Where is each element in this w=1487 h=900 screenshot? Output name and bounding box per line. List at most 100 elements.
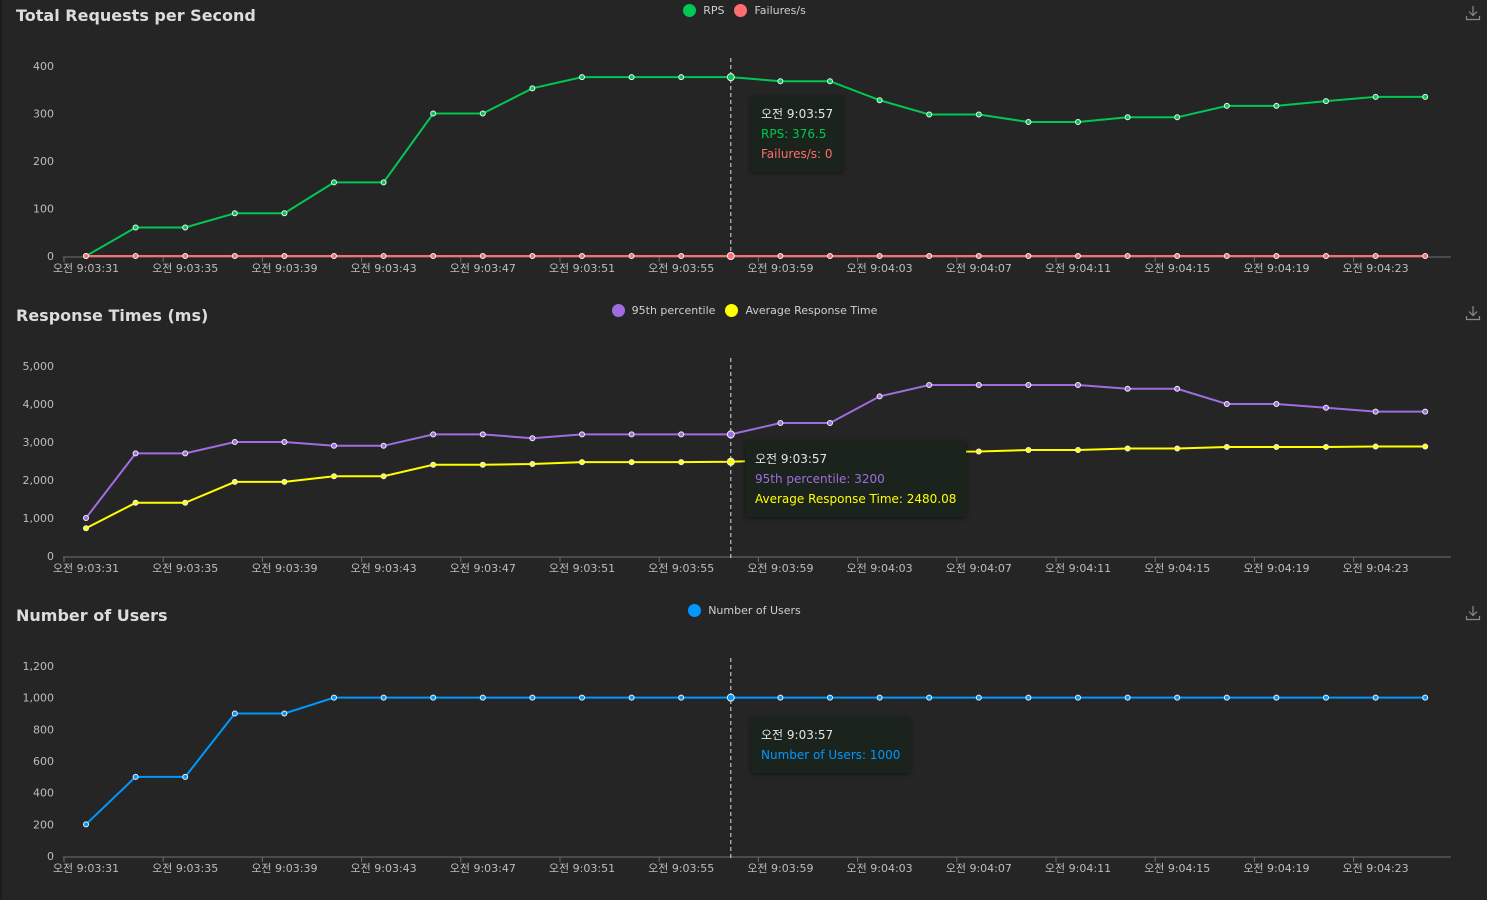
data-point [231,710,238,717]
data-point [628,253,635,259]
data-point [1223,694,1230,701]
data-point [579,459,585,466]
data-point [1025,446,1032,453]
data-point [1174,445,1181,452]
download-icon[interactable] [1465,605,1481,621]
data-point [1174,114,1181,121]
y-tick-label: 300 [33,108,54,121]
x-tick-label: 오전 9:03:59 [747,262,813,275]
x-tick-label: 오전 9:03:35 [152,262,218,275]
data-point [529,461,536,468]
legend-label: Average Response Time [745,303,878,317]
data-point [1025,382,1032,388]
data-point [827,253,833,259]
y-tick-label: 2,000 [23,474,55,487]
data-point [1422,694,1429,701]
x-tick-label: 오전 9:03:55 [648,862,714,875]
x-tick-label: 오전 9:03:31 [53,862,119,875]
data-point [380,473,387,480]
data-point [726,693,735,702]
data-point [1124,445,1131,452]
legend-item[interactable]: 95th percentile [611,303,716,317]
data-point [132,773,139,780]
x-tick-label: 오전 9:03:51 [549,562,615,575]
data-point [1075,119,1081,126]
data-point [529,694,536,701]
data-point [1124,114,1131,121]
tooltip-line: Average Response Time: 2480.08 [755,492,957,506]
x-tick-label: 오전 9:03:51 [549,262,615,275]
data-point [430,253,437,259]
legend-label: 95th percentile [631,303,716,317]
x-tick-label: 오전 9:03:47 [450,862,516,875]
y-tick-label: 200 [33,818,54,831]
data-point [827,694,833,701]
data-point [231,253,238,259]
x-tick-label: 오전 9:03:39 [251,262,317,275]
data-point [1273,443,1280,450]
y-tick-label: 800 [33,723,54,736]
data-point [926,382,933,388]
y-tick-label: 1,200 [23,660,55,673]
data-point [1174,694,1181,701]
data-point [529,253,536,259]
data-point [1223,401,1230,407]
data-point [628,459,635,466]
data-point [1323,694,1329,701]
data-point [777,420,784,426]
x-tick-label: 오전 9:04:11 [1045,562,1111,575]
data-point [777,694,784,701]
x-tick-label: 오전 9:04:19 [1243,262,1309,275]
tooltip-line: Number of Users: 1000 [761,748,901,762]
x-tick-label: 오전 9:04:03 [847,562,913,575]
data-point [182,253,189,259]
data-point [1323,404,1329,411]
data-point [628,694,635,701]
data-point [579,74,585,81]
data-point [1372,253,1379,259]
y-tick-label: 1,000 [23,692,55,705]
data-point [975,111,982,118]
x-tick-label: 오전 9:04:23 [1343,562,1409,575]
data-point [479,431,486,438]
data-point [281,478,288,485]
legend-item[interactable]: Number of Users [688,603,801,617]
data-point [182,773,189,780]
legend-item[interactable]: Failures/s [734,3,806,17]
x-tick-label: 오전 9:03:55 [648,562,714,575]
data-point [975,382,982,388]
data-point [1273,694,1280,701]
data-point [430,431,437,438]
legend-item[interactable]: RPS [683,3,725,17]
data-point [479,253,486,259]
data-point [231,478,238,485]
series-line [85,76,1426,257]
data-point [1025,119,1032,126]
tooltip-time: 오전 9:03:57 [761,728,834,742]
data-point [231,439,238,445]
legend-label: RPS [703,3,725,17]
download-icon[interactable] [1465,305,1481,321]
data-point [726,73,735,82]
data-point [331,473,337,480]
data-point [628,431,635,438]
data-point [1372,408,1379,415]
data-point [132,224,139,231]
data-point [1025,694,1032,701]
legend-item[interactable]: Average Response Time [725,303,878,317]
data-point [380,253,387,259]
data-point [529,85,536,92]
x-tick-label: 오전 9:03:59 [747,862,813,875]
x-tick-label: 오전 9:04:03 [847,862,913,875]
data-point [777,253,784,259]
data-point [827,78,833,85]
y-tick-label: 5,000 [23,360,55,373]
x-tick-label: 오전 9:04:11 [1045,262,1111,275]
chart-svg: 0 200 400 600 800 1,000 1,200 오전 9:03:31 오전 9:03… [23,658,1451,875]
chart-panel: Response Times (ms) 95th percentile Averag… [2,300,1487,600]
x-tick-label: 오전 9:04:03 [847,262,913,275]
x-tick-label: 오전 9:04:15 [1144,862,1210,875]
download-icon[interactable] [1465,5,1481,21]
data-point [1075,446,1081,453]
x-tick-label: 오전 9:04:23 [1343,862,1409,875]
